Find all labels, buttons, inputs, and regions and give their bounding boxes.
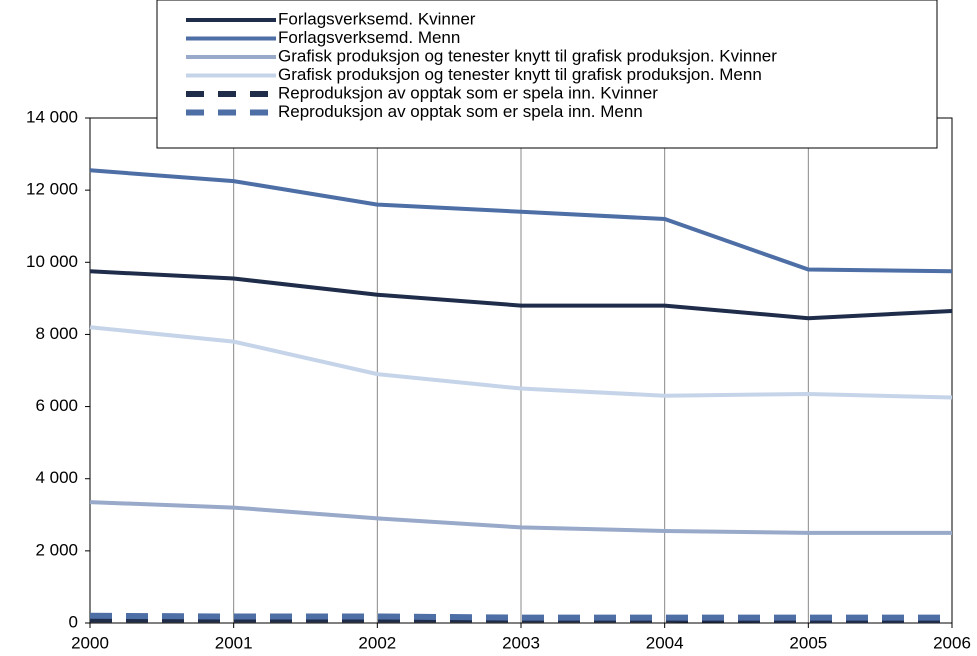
x-tick-label: 2002 xyxy=(358,633,396,652)
x-tick-label: 2006 xyxy=(933,633,971,652)
series-line xyxy=(89,325,953,400)
x-tick-label: 2005 xyxy=(789,633,827,652)
y-tick-label: 10 000 xyxy=(26,252,78,271)
series-line xyxy=(89,168,953,274)
y-tick-label: 2 000 xyxy=(35,540,78,559)
x-tick-label: 2001 xyxy=(215,633,253,652)
legend-label: Forlagsverksemd. Menn xyxy=(278,28,460,47)
y-tick-label: 6 000 xyxy=(35,396,78,415)
legend-label: Forlagsverksemd. Kvinner xyxy=(278,9,476,28)
y-tick-label: 4 000 xyxy=(35,468,78,487)
legend-box xyxy=(156,0,938,149)
x-tick-label: 2003 xyxy=(502,633,540,652)
y-tick-label: 0 xyxy=(69,612,78,631)
y-tick-label: 14 000 xyxy=(26,107,78,126)
legend-label: Grafisk produksjon og tenester knytt til… xyxy=(278,46,777,65)
legend-label: Grafisk produksjon og tenester knytt til… xyxy=(278,65,762,84)
series-line xyxy=(89,500,952,535)
y-tick-label: 12 000 xyxy=(26,180,78,199)
x-tick-label: 2004 xyxy=(646,633,684,652)
x-tick-label: 2000 xyxy=(71,633,109,652)
series-line xyxy=(89,269,953,321)
legend-label: Reproduksjon av opptak som er spela inn.… xyxy=(278,102,643,121)
legend-label: Reproduksjon av opptak som er spela inn.… xyxy=(278,83,658,102)
y-tick-label: 8 000 xyxy=(35,324,78,343)
